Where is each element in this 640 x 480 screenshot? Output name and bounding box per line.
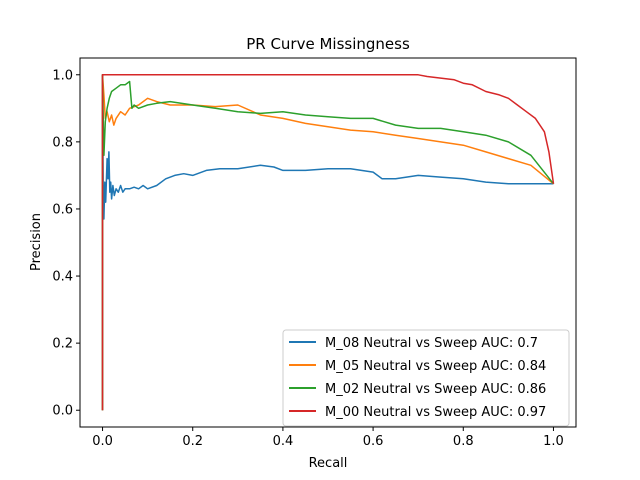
series-line-2 xyxy=(101,74,555,411)
x-tick-label: 0.6 xyxy=(363,434,384,449)
legend-label-2: M_02 Neutral vs Sweep AUC: 0.86 xyxy=(325,382,546,397)
plot-area xyxy=(101,74,555,411)
y-tick-label: 1.0 xyxy=(52,68,73,83)
legend-box xyxy=(282,329,570,427)
x-axis-label: Recall xyxy=(309,456,348,471)
y-tick-label: 0.6 xyxy=(52,202,73,217)
y-tick-label: 0.8 xyxy=(52,135,73,150)
x-tick-label: 0.8 xyxy=(453,434,474,449)
y-tick-label: 0.2 xyxy=(52,337,73,352)
y-tick-label: 0.4 xyxy=(52,270,73,285)
legend: M_08 Neutral vs Sweep AUC: 0.7 M_05 Neutr… xyxy=(282,329,570,427)
legend-label-0: M_08 Neutral vs Sweep AUC: 0.7 xyxy=(325,336,538,351)
legend-label-1: M_05 Neutral vs Sweep AUC: 0.84 xyxy=(325,359,546,374)
y-tick-label: 0.0 xyxy=(52,404,73,419)
x-tick-label: 1.0 xyxy=(543,434,564,449)
legend-label-3: M_00 Neutral vs Sweep AUC: 0.97 xyxy=(325,405,546,420)
chart-title: PR Curve Missingness xyxy=(246,35,410,53)
y-axis-label: Precision xyxy=(29,213,44,271)
series-line-0 xyxy=(101,74,554,411)
series-line-3 xyxy=(101,74,555,411)
axes-frame xyxy=(79,57,577,428)
x-tick-label: 0.4 xyxy=(273,434,294,449)
axis-ticks: 0.0 0.2 0.4 0.6 0.8 1.0 0.0 0.2 0.4 0.6 0.8 1.0 xyxy=(52,68,563,449)
x-tick-label: 0.0 xyxy=(92,434,113,449)
x-tick-label: 0.2 xyxy=(182,434,203,449)
